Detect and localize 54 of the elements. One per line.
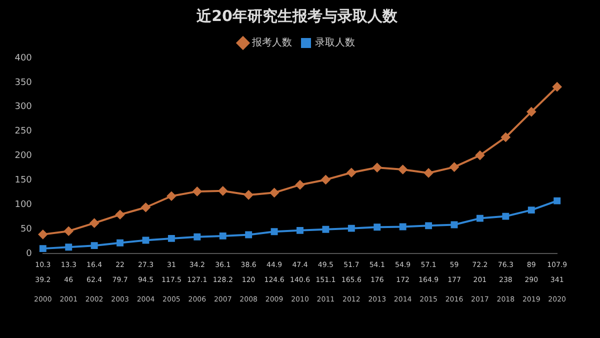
chart-title: 近20年研究生报考与录取人数 xyxy=(196,6,398,25)
legend-label: 录取人数 xyxy=(315,38,355,49)
point xyxy=(116,210,125,220)
point xyxy=(528,206,535,214)
point xyxy=(501,132,510,142)
point xyxy=(166,192,176,201)
y-tick-label: 350 xyxy=(14,78,32,88)
point xyxy=(218,186,228,196)
y-tick-label: 250 xyxy=(14,126,32,137)
point xyxy=(39,245,46,252)
point xyxy=(399,223,406,230)
point xyxy=(192,186,202,196)
y-tick-label: 150 xyxy=(14,176,32,186)
point xyxy=(425,222,432,230)
point xyxy=(526,107,536,116)
y-tick-label: 400 xyxy=(14,53,32,64)
point xyxy=(322,226,330,233)
point xyxy=(348,224,355,232)
point xyxy=(168,234,175,242)
point xyxy=(476,214,484,222)
point xyxy=(90,218,99,228)
point xyxy=(245,231,252,238)
point xyxy=(502,212,510,220)
y-tick-label: 50 xyxy=(20,224,32,234)
y-tick-label: 300 xyxy=(14,102,32,112)
y-tick-label: 200 xyxy=(14,151,32,162)
point xyxy=(372,163,382,172)
point xyxy=(296,226,304,234)
point xyxy=(424,168,434,178)
point xyxy=(270,188,279,198)
point xyxy=(552,82,562,92)
point xyxy=(296,180,304,190)
point xyxy=(346,168,356,178)
point xyxy=(321,175,330,184)
legend-label: 报考人数 xyxy=(251,36,292,49)
point xyxy=(65,244,72,251)
point xyxy=(475,150,484,160)
point xyxy=(219,232,226,240)
point xyxy=(116,239,124,246)
point xyxy=(554,197,561,204)
y-tick-label: 0 xyxy=(26,248,32,259)
point xyxy=(398,164,408,174)
point xyxy=(38,230,48,239)
point xyxy=(64,226,74,236)
point xyxy=(244,190,254,200)
point xyxy=(450,221,458,228)
y-tick-label: 100 xyxy=(14,200,32,210)
point xyxy=(141,202,150,212)
point xyxy=(270,228,278,236)
point xyxy=(374,224,381,231)
point xyxy=(90,242,98,250)
point xyxy=(142,236,150,244)
point xyxy=(194,233,201,240)
point xyxy=(450,162,459,172)
